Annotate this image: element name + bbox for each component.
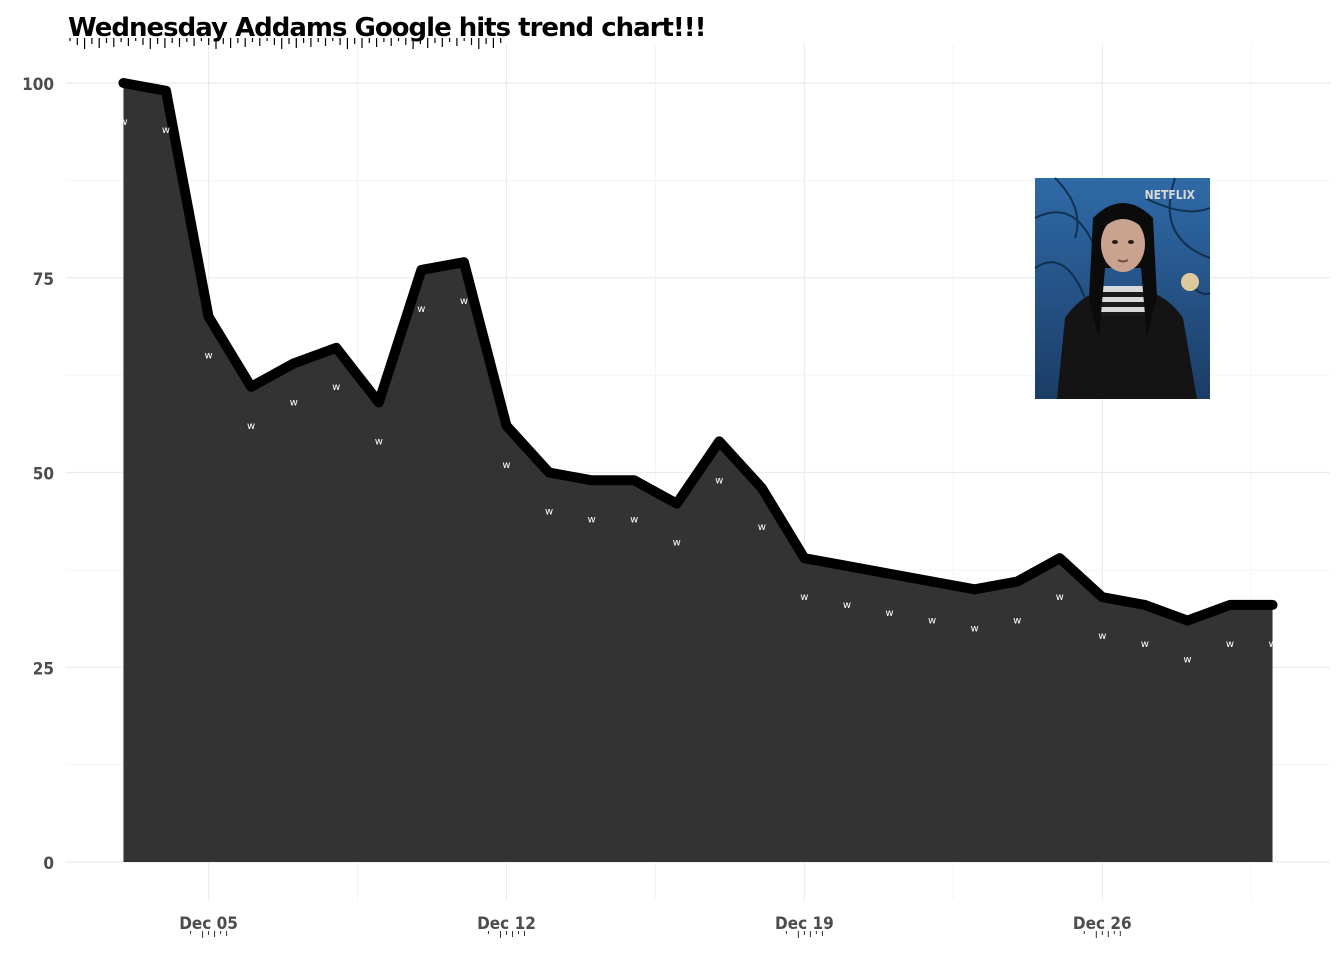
point-label: w	[1013, 616, 1021, 627]
point-label: w	[545, 507, 553, 518]
x-tick-label: Dec 05	[179, 914, 238, 934]
point-label: w	[247, 421, 255, 432]
point-label: w	[417, 304, 425, 315]
x-tick-label: Dec 26	[1073, 914, 1132, 934]
y-tick-label: 0	[43, 854, 54, 874]
point-label: w	[885, 608, 893, 619]
netflix-watermark: NETFLIX	[1145, 188, 1196, 202]
y-tick-label: 100	[22, 75, 54, 95]
point-label: w	[800, 592, 808, 603]
portrait-photo: NETFLIX	[1034, 177, 1211, 399]
point-label: w	[1141, 639, 1149, 650]
point-label: w	[1098, 631, 1106, 642]
x-axis-ticks: Dec 05 Dec 12 Dec 19 Dec 26	[179, 914, 1132, 938]
point-label: w	[204, 351, 212, 362]
point-label: w	[1268, 639, 1276, 650]
y-tick-label: 25	[33, 659, 54, 679]
x-tick-label: Dec 19	[775, 914, 834, 934]
point-label: w	[332, 382, 340, 393]
point-label: w	[928, 616, 936, 627]
y-axis-ticks: 0 25 50 75 100	[22, 75, 54, 874]
chart-title: Wednesday Addams Google hits trend chart…	[68, 13, 705, 43]
point-label: w	[1183, 655, 1191, 666]
point-label: w	[119, 117, 127, 128]
point-label: w	[502, 460, 510, 471]
point-label: w	[715, 475, 723, 486]
point-label: w	[1226, 639, 1234, 650]
point-label: w	[673, 538, 681, 549]
x-tick-label: Dec 12	[477, 914, 536, 934]
y-tick-label: 50	[33, 465, 54, 485]
point-label: w	[588, 514, 596, 525]
point-label: w	[290, 397, 298, 408]
point-label: w	[758, 522, 766, 533]
point-labels: w w w w w w w w w w w w w w w w w w w w w w w w w w w w	[119, 117, 1276, 666]
point-label: w	[843, 600, 851, 611]
point-label: w	[971, 623, 979, 634]
point-label: w	[162, 125, 170, 136]
point-label: w	[630, 514, 638, 525]
trend-line	[118, 78, 1278, 626]
point-label: w	[375, 436, 383, 447]
point-label: w	[460, 296, 468, 307]
y-tick-label: 75	[33, 270, 54, 290]
point-label: w	[1056, 592, 1064, 603]
title-drips	[69, 38, 502, 49]
